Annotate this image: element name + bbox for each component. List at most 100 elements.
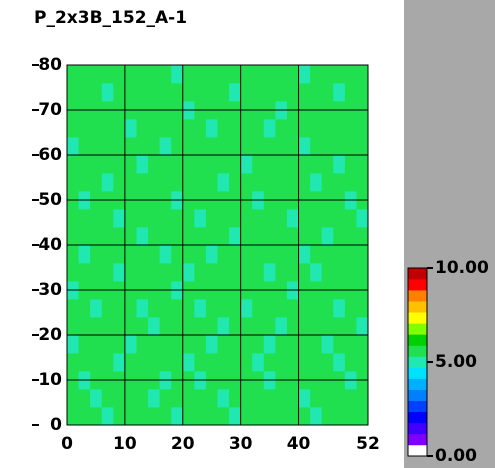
heatmap-cell <box>194 353 207 372</box>
heatmap-cell <box>356 119 369 138</box>
heatmap-cell <box>275 299 288 318</box>
heatmap-cell <box>275 245 288 264</box>
heatmap-cell <box>90 209 103 228</box>
heatmap-cell <box>240 317 253 336</box>
heatmap-cell <box>275 137 288 156</box>
heatmap-cell <box>217 353 230 372</box>
heatmap-cell <box>356 263 369 282</box>
heatmap-cell <box>136 119 149 138</box>
heatmap-cell <box>333 245 346 264</box>
heatmap-cell <box>286 83 299 102</box>
y-tick-label: 10 <box>38 370 62 390</box>
heatmap-cell <box>90 407 103 426</box>
heatmap-cell <box>356 299 369 318</box>
heatmap-cell <box>67 335 79 354</box>
heatmap-cell <box>217 317 230 336</box>
heatmap-cell <box>310 137 323 156</box>
heatmap-cell <box>263 245 276 264</box>
heatmap-cell <box>182 407 195 426</box>
heatmap-cell <box>113 353 126 372</box>
heatmap-cell <box>344 353 357 372</box>
heatmap-cell <box>148 407 161 426</box>
heatmap-cell <box>344 407 357 426</box>
heatmap-cell <box>67 263 79 282</box>
heatmap-cell <box>344 209 357 228</box>
heatmap-cell <box>113 245 126 264</box>
heatmap-cell <box>159 317 172 336</box>
heatmap-cell <box>333 227 346 246</box>
colorbar-tick-label: 5.00 <box>435 352 477 372</box>
heatmap-cell <box>217 299 230 318</box>
heatmap-cell <box>229 407 242 426</box>
heatmap-cell <box>275 263 288 282</box>
heatmap-cell <box>286 65 299 84</box>
heatmap-cell <box>298 245 311 264</box>
heatmap-cell <box>321 227 334 246</box>
heatmap-cell <box>101 119 114 138</box>
heatmap-cell <box>194 335 207 354</box>
x-tick-label: 0 <box>61 434 73 454</box>
heatmap-cell <box>205 173 218 192</box>
heatmap-cell <box>217 245 230 264</box>
heatmap-cell <box>205 353 218 372</box>
heatmap-cell <box>159 263 172 282</box>
heatmap-cell <box>101 299 114 318</box>
heatmap-cell <box>136 335 149 354</box>
heatmap-cell <box>240 173 253 192</box>
heatmap-cell <box>333 173 346 192</box>
heatmap-cell <box>67 227 79 246</box>
heatmap-cell <box>310 335 323 354</box>
heatmap-cell <box>356 83 369 102</box>
heatmap-cell <box>113 209 126 228</box>
heatmap-cell <box>124 263 137 282</box>
heatmap-cell <box>298 173 311 192</box>
heatmap-cell <box>344 227 357 246</box>
heatmap-cell <box>136 353 149 372</box>
colorbar-band <box>408 268 427 280</box>
heatmap-cell <box>252 263 265 282</box>
colorbar-band <box>408 334 427 346</box>
heatmap-cell <box>310 407 323 426</box>
heatmap-cell <box>321 335 334 354</box>
heatmap-cell <box>194 209 207 228</box>
heatmap-cell <box>252 245 265 264</box>
chart-title: P_2x3B_152_A-1 <box>34 8 187 28</box>
heatmap-cell <box>205 263 218 282</box>
heatmap-cell <box>229 335 242 354</box>
heatmap-cell <box>229 173 242 192</box>
heatmap-cell <box>67 119 79 138</box>
heatmap-cell <box>252 83 265 102</box>
heatmap-cell <box>136 173 149 192</box>
heatmap-cell <box>90 353 103 372</box>
heatmap-cell <box>310 389 323 408</box>
heatmap-cell <box>113 155 126 174</box>
heatmap-cell <box>148 83 161 102</box>
heatmap-cell <box>298 65 311 84</box>
heatmap-cell <box>113 173 126 192</box>
heatmap-cell <box>252 173 265 192</box>
heatmap-cell <box>205 407 218 426</box>
heatmap-cell <box>263 137 276 156</box>
heatmap-cell <box>171 317 184 336</box>
heatmap-cell <box>229 83 242 102</box>
heatmap-cell <box>229 137 242 156</box>
heatmap-cell <box>298 227 311 246</box>
heatmap-cell <box>159 155 172 174</box>
heatmap-cell <box>159 119 172 138</box>
heatmap-cell <box>298 317 311 336</box>
heatmap-cell <box>240 155 253 174</box>
heatmap-cell <box>298 155 311 174</box>
heatmap-cell <box>78 317 91 336</box>
heatmap-cell <box>136 299 149 318</box>
heatmap-cell <box>229 119 242 138</box>
heatmap-cell <box>90 83 103 102</box>
heatmap-cell <box>263 407 276 426</box>
heatmap-cell <box>286 119 299 138</box>
heatmap-cell <box>159 83 172 102</box>
heatmap-cell <box>286 209 299 228</box>
heatmap-cell <box>182 389 195 408</box>
plot-border <box>66 64 369 426</box>
heatmap-cell <box>356 227 369 246</box>
heatmap-cell <box>159 407 172 426</box>
